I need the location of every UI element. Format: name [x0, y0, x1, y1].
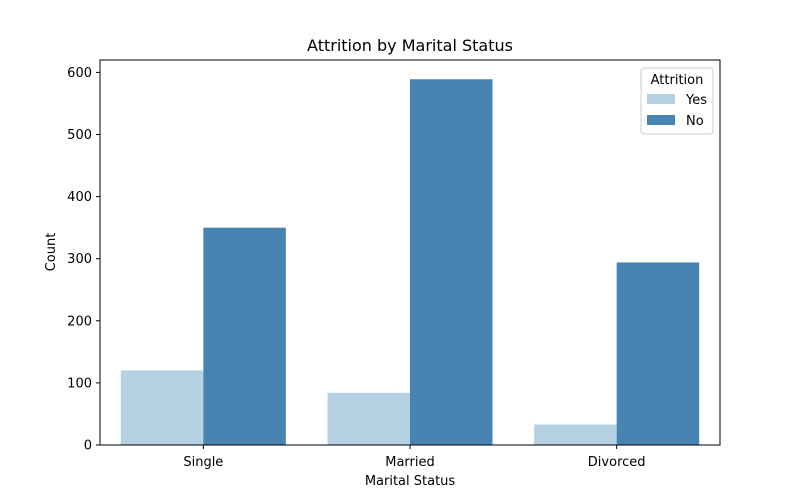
x-tick-label: Divorced	[588, 455, 646, 470]
legend-label-no: No	[686, 114, 704, 129]
y-tick-label: 100	[67, 376, 92, 391]
chart-title: Attrition by Marital Status	[307, 36, 513, 55]
y-tick-label: 0	[84, 439, 92, 454]
legend-title: Attrition	[651, 73, 704, 88]
bar-divorced-yes	[534, 424, 617, 445]
legend-swatch-no	[647, 115, 675, 125]
legend-label-yes: Yes	[685, 93, 707, 108]
bar-married-no	[410, 79, 493, 445]
x-axis-ticks: Single Married Divorced	[183, 445, 646, 470]
y-axis-ticks: 0 100 200 300 400 500 600	[67, 66, 100, 454]
x-tick-label: Single	[183, 455, 223, 470]
y-tick-label: 500	[67, 128, 92, 143]
y-tick-label: 600	[67, 66, 92, 81]
plot-frame	[99, 59, 721, 446]
x-tick-label: Married	[385, 455, 435, 470]
y-tick-label: 400	[67, 190, 92, 205]
y-tick-label: 300	[67, 252, 92, 267]
legend: Attrition Yes No	[640, 67, 714, 135]
y-tick-label: 200	[67, 314, 92, 329]
y-axis-label: Count	[44, 233, 59, 272]
bars-layer	[120, 79, 700, 445]
bar-single-no	[203, 227, 286, 445]
bar-divorced-no	[616, 262, 700, 445]
bar-single-yes	[120, 370, 204, 445]
x-axis-label: Marital Status	[365, 474, 456, 489]
bar-married-yes	[327, 392, 410, 445]
legend-swatch-yes	[647, 94, 675, 104]
